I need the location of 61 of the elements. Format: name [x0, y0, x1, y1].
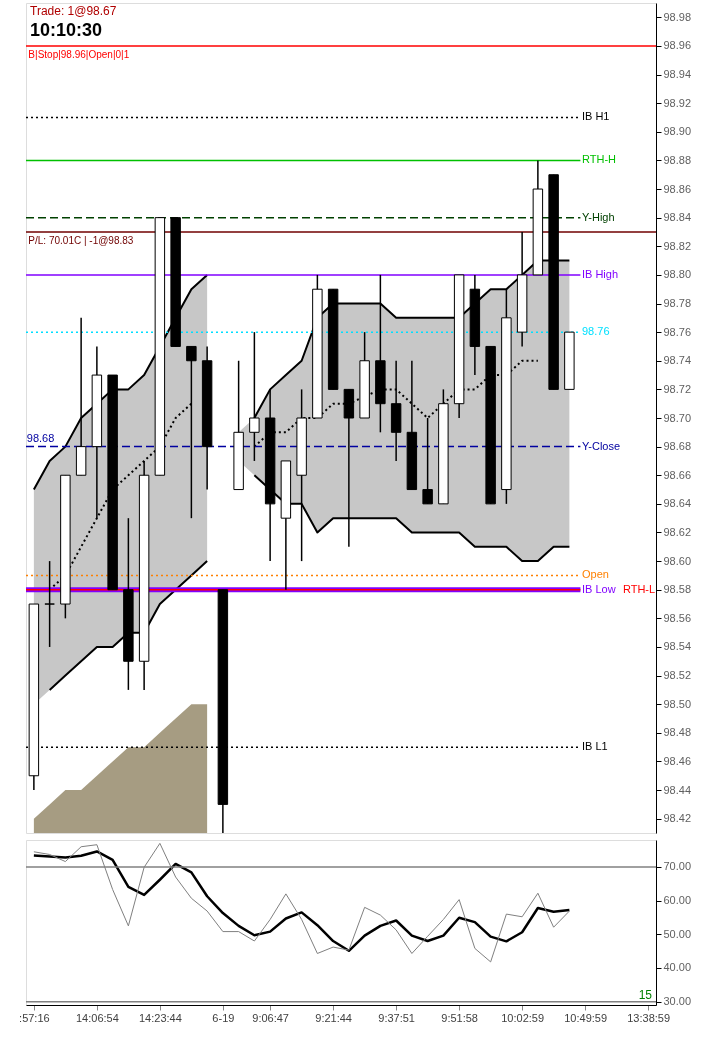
x-tick-label: 10:49:59 [564, 1011, 608, 1024]
y-tick-label: 98.70 [663, 411, 692, 424]
y-tick-label: 98.94 [663, 68, 692, 81]
ref-line-label: IB Low [581, 582, 616, 595]
y-tick-label: 98.78 [663, 297, 692, 310]
annotation: 10:10:30 [30, 20, 103, 40]
y-tick-label: 98.96 [663, 39, 692, 52]
y-tick-label: 98.50 [663, 697, 692, 710]
y-tick-label: 40.00 [663, 961, 692, 974]
x-tick-label: :57:16 [19, 1011, 50, 1024]
y-tick-label: 98.72 [663, 382, 692, 395]
y-tick-label: 98.92 [663, 96, 692, 109]
annotation: 98.68 [26, 431, 55, 444]
y-tick-label: 98.80 [663, 268, 692, 281]
y-tick-label: 70.00 [663, 860, 692, 873]
y-tick-label: 98.48 [663, 726, 692, 739]
ref-line-label: RTH-L [622, 582, 656, 595]
y-tick-label: 98.74 [663, 354, 692, 367]
y-tick-label: 30.00 [663, 995, 692, 1008]
x-tick-label: 13:38:59 [627, 1011, 671, 1024]
y-tick-label: 98.60 [663, 554, 692, 567]
x-tick-label: 9:21:44 [315, 1011, 352, 1024]
ref-line-label: B|Stop|98.96|Open|0|1 [28, 48, 130, 60]
ref-line-label: 98.76 [581, 325, 610, 338]
ref-line-label: Y-Close [581, 439, 621, 452]
ref-line-label: IB L1 [581, 740, 608, 753]
x-tick-label: 14:06:54 [75, 1011, 119, 1024]
ref-line-label: IB High [581, 267, 619, 280]
x-tick-label: 9:51:58 [441, 1011, 478, 1024]
y-tick-label: 98.58 [663, 583, 692, 596]
y-tick-label: 98.66 [663, 468, 692, 481]
y-tick-label: 50.00 [663, 927, 692, 940]
y-tick-label: 98.46 [663, 754, 692, 767]
ref-line-label: Open [581, 568, 609, 581]
x-tick-label: 10:02:59 [501, 1011, 545, 1024]
ref-line-label: P/L: 70.01C | -1@98.83 [28, 234, 134, 246]
y-tick-label: 60.00 [663, 894, 692, 907]
y-tick-label: 98.98 [663, 10, 692, 23]
y-tick-label: 98.82 [663, 239, 692, 252]
ref-line-label: RTH-H [581, 153, 617, 166]
y-tick-label: 98.90 [663, 125, 692, 138]
x-tick-label: 9:37:51 [378, 1011, 415, 1024]
y-tick-label: 98.68 [663, 440, 692, 453]
y-tick-label: 98.76 [663, 325, 692, 338]
y-tick-label: 98.52 [663, 669, 692, 682]
y-tick-label: 98.42 [663, 812, 692, 825]
y-tick-label: 98.56 [663, 611, 692, 624]
ref-line-label: IB H1 [581, 110, 610, 123]
y-tick-label: 98.62 [663, 525, 692, 538]
y-tick-label: 98.44 [663, 783, 692, 796]
y-tick-label: 98.86 [663, 182, 692, 195]
y-tick-label: 98.64 [663, 497, 692, 510]
ref-line-label: Y-High [581, 210, 615, 223]
y-tick-label: 98.84 [663, 211, 692, 224]
x-tick-label: 6-19 [212, 1011, 235, 1024]
annotation: 15 [638, 988, 653, 1002]
y-tick-label: 98.88 [663, 153, 692, 166]
x-tick-label: 9:06:47 [252, 1011, 289, 1024]
x-tick-label: 14:23:44 [138, 1011, 182, 1024]
annotation: Trade: 1@98.67 [30, 4, 117, 18]
y-tick-label: 98.54 [663, 640, 692, 653]
